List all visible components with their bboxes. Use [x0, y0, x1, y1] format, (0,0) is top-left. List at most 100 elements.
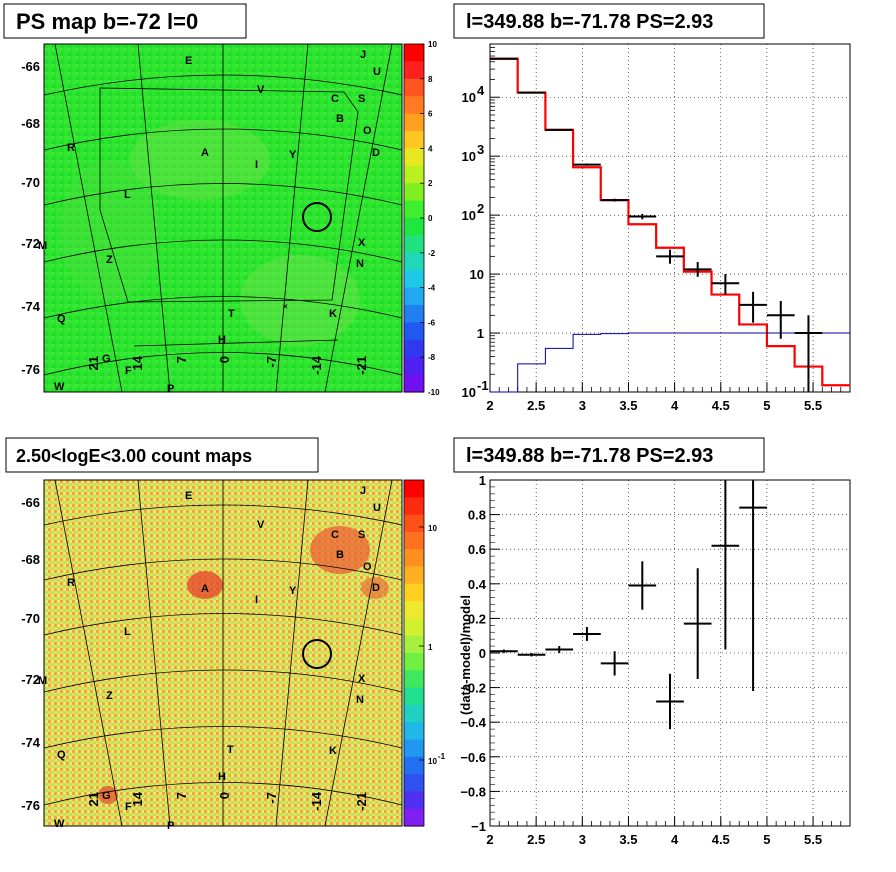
y-tick-label: -66: [21, 495, 40, 510]
x-tick-label: 5.5: [804, 398, 822, 413]
source-label: H: [218, 334, 226, 346]
source-label: A: [201, 147, 209, 159]
y-tick-label: -66: [21, 59, 40, 74]
x-tick-label: 2: [486, 398, 493, 413]
colorbar-swatch: [404, 791, 424, 810]
colorbar-swatch: [404, 218, 424, 236]
x-tick-label: 4.5: [712, 398, 730, 413]
count-map-panel: 2.50<logE<3.00 count maps J E U V C S B O R A D I Y L…: [5, 437, 446, 832]
y-tick-label: 10: [462, 385, 476, 400]
x-tick-label: 3: [579, 832, 586, 847]
residual-y-axis-label: (data-model)/model: [458, 595, 473, 715]
residual-title-box: [453, 437, 765, 473]
colorbar-tick-label: 10: [428, 524, 437, 533]
source-label: B: [336, 113, 344, 125]
source-label: K: [329, 308, 337, 320]
colorbar-swatch: [404, 183, 424, 202]
x-tick-label: 0: [217, 356, 232, 363]
colorbar-swatch: [404, 61, 424, 80]
ps-map-y-ticks: -66 -68 -70 -72 -74 -76: [21, 59, 41, 377]
colorbar-swatch: [404, 653, 424, 671]
source-label: Y: [289, 149, 297, 161]
count-map-title-box: [5, 437, 319, 473]
y-tick-label: −1: [471, 819, 486, 834]
colorbar-swatch: [404, 287, 424, 306]
colorbar-swatch: [404, 305, 424, 323]
residual-panel: l=349.88 b=-71.78 PS=2.93 (data-model)/m…: [453, 437, 851, 847]
y-tick-label: 10: [462, 149, 476, 164]
y-tick-label: 0.2: [468, 611, 486, 626]
y-tick-label: -70: [21, 175, 40, 190]
source-label: T: [227, 744, 234, 756]
count-map-grid: [43, 479, 403, 827]
colorbar-swatch: [404, 165, 424, 184]
source-label: I: [255, 159, 258, 171]
source-label: F: [125, 365, 132, 377]
svg-text:×: ×: [283, 302, 288, 311]
ps-map-title: PS map b=-72 l=0: [16, 9, 198, 34]
colorbar-tick-label: 10: [428, 40, 437, 49]
colorbar-tick-exponent: -1: [438, 752, 446, 761]
source-label: G: [102, 790, 111, 802]
source-label: L: [124, 626, 131, 638]
colorbar-swatch: [404, 131, 424, 149]
y-tick-label: -72: [21, 672, 40, 687]
y-tick-exponent: 3: [477, 142, 484, 157]
x-tick-label: 2.5: [527, 832, 545, 847]
y-tick-label: 10: [462, 208, 476, 223]
count-map-title: 2.50<logE<3.00 count maps: [16, 446, 252, 466]
source-label: Z: [106, 690, 113, 702]
survey-footprint: [99, 87, 359, 303]
x-tick-label: -21: [354, 356, 369, 375]
colorbar-tick-label: -4: [428, 284, 436, 293]
spectrum-title: l=349.88 b=-71.78 PS=2.93: [466, 11, 713, 33]
count-map-y-ticks: -66 -68 -70 -72 -74 -76: [21, 495, 41, 813]
model-step-line: [490, 57, 850, 387]
x-tick-label: 0: [217, 792, 232, 799]
x-tick-label: 7: [174, 792, 189, 799]
source-label: V: [257, 519, 265, 531]
spectrum-title-box: [453, 3, 765, 39]
ps-map-colorbar: 10 8 6 4 2 0 -2 -4 -6 -8 -10: [403, 40, 440, 397]
x-tick-label: 21: [86, 792, 101, 806]
x-tick-label: 4: [671, 832, 679, 847]
source-label: T: [228, 308, 235, 320]
colorbar-tick-label: -8: [428, 353, 436, 362]
x-tick-label: 4.5: [712, 832, 730, 847]
source-label: N: [356, 258, 364, 270]
source-label: Z: [106, 254, 113, 266]
model-step-line: [490, 332, 850, 393]
colorbar-tick-label: 4: [428, 144, 433, 153]
count-map-x-ticks: 21 14 7 0 -7 -14 -21: [86, 791, 369, 811]
y-tick-label: -72: [21, 236, 40, 251]
x-tick-label: 7: [174, 356, 189, 363]
y-tick-label: −0.8: [460, 784, 486, 799]
source-label: H: [218, 771, 226, 783]
source-label: N: [356, 694, 364, 706]
source-label: C: [331, 529, 339, 541]
colorbar-swatch: [404, 200, 424, 219]
source-label: K: [329, 745, 337, 757]
colorbar-swatch: [404, 480, 424, 498]
x-tick-label: 5.5: [804, 832, 822, 847]
colorbar-swatch: [404, 687, 424, 706]
colorbar-swatch: [404, 497, 424, 516]
colorbar-swatch: [404, 618, 424, 637]
source-label: X: [358, 673, 366, 685]
source-label: S: [358, 93, 365, 105]
source-label: R: [67, 577, 75, 589]
colorbar-tick-label: 10: [428, 757, 437, 766]
colorbar-swatch: [404, 339, 424, 358]
x-tick-label: 2: [486, 832, 493, 847]
source-label: Q: [57, 749, 66, 761]
colorbar-swatch: [404, 322, 424, 341]
source-label: O: [363, 561, 372, 573]
source-label: U: [373, 502, 381, 514]
ps-map-title-box: [3, 3, 247, 39]
colorbar-swatch: [404, 739, 424, 758]
source-label: O: [363, 125, 372, 137]
source-label: Q: [57, 313, 66, 325]
x-tick-label: -14: [309, 355, 324, 375]
